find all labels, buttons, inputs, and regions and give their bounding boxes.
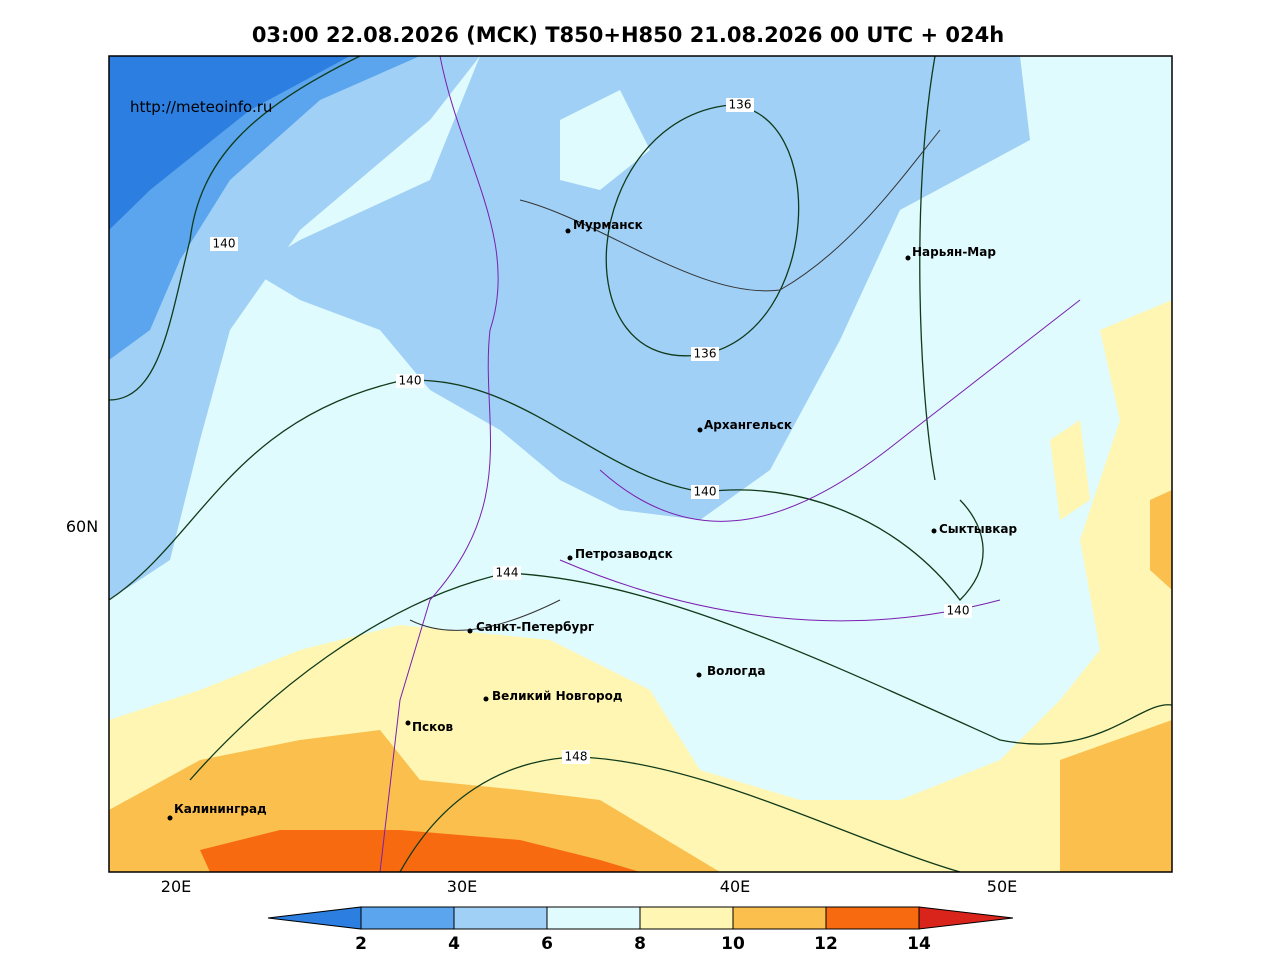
lon-label: 40E: [720, 877, 750, 896]
colorbar-tick: 6: [541, 934, 553, 954]
colorbar-tick: 12: [814, 934, 838, 954]
contour-label: 144: [496, 566, 519, 580]
city: Псков: [412, 720, 454, 734]
contour-label: 136: [694, 347, 717, 361]
city: Санкт-Петербург: [476, 620, 594, 634]
lon-label: 30E: [447, 877, 477, 896]
map-frame: [108, 55, 1173, 873]
city: Сыктывкар: [939, 522, 1017, 536]
url: http://meteoinfo.ru: [130, 98, 272, 116]
contour-label: 140: [694, 485, 717, 499]
city: Калининград: [174, 802, 267, 816]
colorbar-tick: 14: [907, 934, 931, 954]
map: [109, 56, 1172, 872]
colorbar-tick: 4: [448, 934, 460, 954]
contour-label: 140: [213, 237, 236, 251]
lon-label: 20E: [161, 877, 191, 896]
city: Архангельск: [704, 418, 792, 432]
contour-label: 148: [565, 750, 588, 764]
lon-label: 50E: [987, 877, 1017, 896]
contour-label: 136: [729, 98, 752, 112]
title: 03:00 22.08.2026 (MCK) T850+H850 21.08.2…: [252, 23, 1004, 47]
cities: Мурманск Нарьян-Мар Архангельск Сыктывка…: [167, 218, 1017, 821]
contour-label: 140: [399, 374, 422, 388]
city: Нарьян-Мар: [912, 245, 996, 259]
lat-label: 60N: [66, 517, 98, 536]
colorbar: [267, 906, 1014, 930]
city: Петрозаводск: [575, 547, 673, 561]
city: Великий Новгород: [492, 689, 623, 703]
contour-label: 140: [947, 604, 970, 618]
colorbar-tick: 10: [721, 934, 745, 954]
colorbar-tick: 8: [634, 934, 646, 954]
city: Мурманск: [573, 218, 643, 232]
colorbar-tick: 2: [355, 934, 367, 954]
city: Вологда: [707, 664, 765, 678]
contour-labels: 136 136 140 140 140 140 144 148: [210, 98, 972, 764]
